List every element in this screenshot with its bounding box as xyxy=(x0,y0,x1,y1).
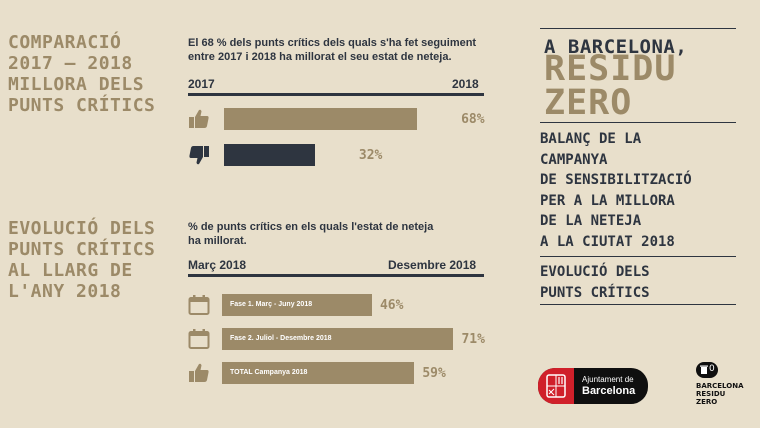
bar-value-label: 46% xyxy=(379,298,404,313)
bar: Fase 2. Juliol - Desembre 2018 xyxy=(222,328,454,350)
right-section-label: EVOLUCIÓ DELS PUNTS CRÍTICS xyxy=(540,264,650,301)
right-rule-3 xyxy=(540,256,736,257)
chart1-axis-end-label: 2018 xyxy=(452,77,479,91)
brz-text-line1: BARCELONA xyxy=(696,382,744,390)
calendar-icon xyxy=(188,294,210,316)
bar-category-label: Fase 2. Juliol - Desembre 2018 xyxy=(230,335,332,342)
section1-title: COMPARACIÓ 2017 – 2018 MILLORA DELS PUNT… xyxy=(8,32,156,116)
bar-row: TOTAL Campanya 2018 59% xyxy=(188,362,488,384)
brz-count: 0 xyxy=(709,364,715,374)
bar xyxy=(224,108,418,130)
bin-icon xyxy=(700,365,708,374)
chart2-description-line1: % de punts crítics en els quals l'estat … xyxy=(188,221,434,233)
bar-category-label: TOTAL Campanya 2018 xyxy=(230,369,308,376)
bar-category-label: Fase 1. Març - Juny 2018 xyxy=(230,301,313,308)
bar-row: 68% xyxy=(188,108,488,130)
brz-logo: 0 BARCELONA RESIDU ZERO xyxy=(696,362,744,410)
thumbs-up-icon xyxy=(188,362,210,384)
ajuntament-logo: Ajuntament de Barcelona xyxy=(538,368,648,404)
ajuntament-shield-icon xyxy=(538,368,574,404)
bar-value-label: 71% xyxy=(461,332,485,347)
brz-badge: 0 xyxy=(696,362,718,378)
thumbs-up-icon xyxy=(188,108,210,130)
bar-row: Fase 2. Juliol - Desembre 2018 71% xyxy=(188,328,488,350)
right-subtitle: BALANÇ DE LA CAMPANYA DE SENSIBILITZACIÓ… xyxy=(540,131,692,250)
bar: Fase 1. Març - Juny 2018 xyxy=(222,294,372,316)
bar-value-label: 32% xyxy=(358,148,383,163)
brz-text: BARCELONA RESIDU ZERO xyxy=(696,382,744,406)
chart1-description-line1: El 68 % dels punts crítics dels quals s'… xyxy=(188,37,477,49)
bar-row: 32% xyxy=(188,144,488,166)
ajuntament-text-line2: Barcelona xyxy=(582,385,636,397)
chart1-axis-start-label: 2017 xyxy=(188,77,215,91)
bar-value-label: 68% xyxy=(461,112,485,127)
chart2-description: % de punts crítics en els quals l'estat … xyxy=(188,220,433,248)
chart2-axis-start-label: Març 2018 xyxy=(188,258,247,272)
chart1-description: El 68 % dels punts crítics dels quals s'… xyxy=(188,36,476,64)
chart2-axis-end-label: Desembre 2018 xyxy=(388,258,477,272)
chart1-bars: 68% 32% xyxy=(188,108,488,172)
chart2-bars: Fase 1. Març - Juny 2018 46% Fase 2. Julio… xyxy=(188,294,488,390)
right-top-rule xyxy=(540,28,736,29)
chart1-description-line2: entre 2017 i 2018 ha millorat el seu est… xyxy=(188,51,452,63)
right-rule-4 xyxy=(540,304,736,305)
bar xyxy=(224,144,315,166)
bar: TOTAL Campanya 2018 xyxy=(222,362,415,384)
chart2-description-line2: ha millorat. xyxy=(188,235,247,247)
right-rule-2 xyxy=(540,122,736,123)
thumbs-down-icon xyxy=(188,144,210,166)
section2-title: EVOLUCIÓ DELS PUNTS CRÍTICS AL LLARG DE … xyxy=(8,218,156,302)
chart2-axis-rule xyxy=(188,274,484,277)
bar-value-label: 59% xyxy=(422,366,446,381)
ajuntament-text-line1: Ajuntament de xyxy=(582,375,634,384)
right-title-line1: A BARCELONA, xyxy=(544,36,688,58)
brz-text-line2: RESIDU xyxy=(696,390,726,398)
brz-text-line3: ZERO xyxy=(696,398,718,406)
right-title-line2: RESIDU ZERO xyxy=(544,49,677,123)
chart1-axis-rule xyxy=(188,93,484,96)
calendar-icon xyxy=(188,328,210,350)
bar-row: Fase 1. Març - Juny 2018 46% xyxy=(188,294,488,316)
